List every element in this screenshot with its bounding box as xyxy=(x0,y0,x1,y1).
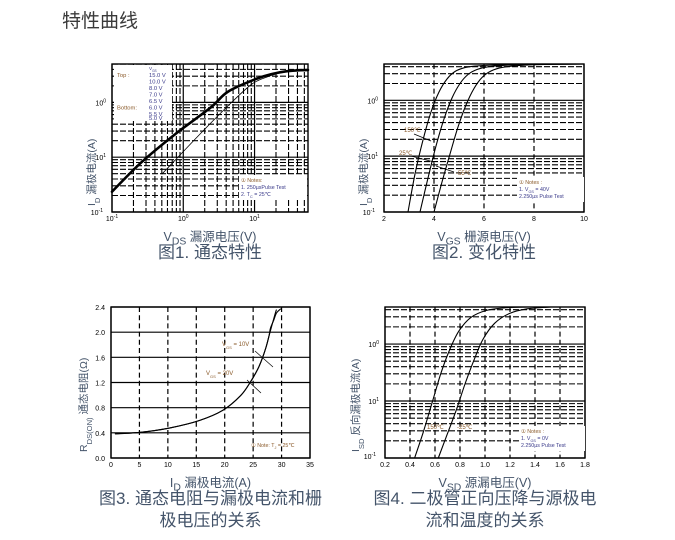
svg-text:1.0: 1.0 xyxy=(480,462,490,469)
svg-text:25℃: 25℃ xyxy=(399,151,413,157)
svg-text:0.2: 0.2 xyxy=(380,462,390,469)
svg-text:10: 10 xyxy=(164,462,172,469)
svg-text:0.8: 0.8 xyxy=(455,462,465,469)
svg-text:ID 漏极电流(A): ID 漏极电流(A) xyxy=(85,139,102,206)
svg-text:15: 15 xyxy=(192,462,200,469)
svg-text:1. 250µsPulse Test: 1. 250µsPulse Test xyxy=(241,185,286,191)
svg-text:7.0 V: 7.0 V xyxy=(149,93,163,99)
svg-text:25: 25 xyxy=(249,462,257,469)
svg-text:10.0 V: 10.0 V xyxy=(149,80,166,86)
svg-text:35: 35 xyxy=(306,462,314,469)
svg-text:4: 4 xyxy=(432,216,436,223)
svg-text:1.2: 1.2 xyxy=(505,462,515,469)
svg-text:150℃: 150℃ xyxy=(404,128,421,134)
svg-text:101: 101 xyxy=(249,214,260,223)
svg-text:10: 10 xyxy=(580,216,588,223)
svg-text:-25℃: -25℃ xyxy=(457,425,473,431)
svg-text:2. TC = 25℃: 2. TC = 25℃ xyxy=(241,192,271,199)
svg-text:ID 漏极电流(A): ID 漏极电流(A) xyxy=(357,139,374,206)
svg-text:-55℃: -55℃ xyxy=(456,171,472,177)
svg-text:30: 30 xyxy=(278,462,286,469)
svg-text:VGS = 10V: VGS = 10V xyxy=(222,342,249,350)
svg-text:1.4: 1.4 xyxy=(530,462,540,469)
svg-text:10-1: 10-1 xyxy=(106,214,118,223)
svg-text:0.4: 0.4 xyxy=(405,462,415,469)
svg-text:1. VGS = 40V: 1. VGS = 40V xyxy=(519,187,550,194)
svg-text:VGS = 20V: VGS = 20V xyxy=(206,371,233,379)
svg-text:8: 8 xyxy=(532,216,536,223)
svg-text:5.0 V: 5.0 V xyxy=(149,116,163,122)
svg-text:0.6: 0.6 xyxy=(430,462,440,469)
svg-text:100: 100 xyxy=(178,214,189,223)
svg-text:0: 0 xyxy=(109,462,113,469)
svg-text:① Note: TJ = 25℃: ① Note: TJ = 25℃ xyxy=(251,443,294,450)
svg-text:5: 5 xyxy=(137,462,141,469)
svg-text:8.0 V: 8.0 V xyxy=(149,86,163,92)
svg-text:① Notes :: ① Notes : xyxy=(521,429,544,435)
svg-text:1. VGS = 0V: 1. VGS = 0V xyxy=(521,436,549,443)
svg-text:6.0 V: 6.0 V xyxy=(149,106,163,112)
svg-text:100: 100 xyxy=(368,340,379,349)
svg-text:15.0 V: 15.0 V xyxy=(149,73,166,79)
svg-text:RDS(ON) 通态电阻(Ω): RDS(ON) 通态电阻(Ω) xyxy=(77,358,94,452)
svg-text:2.250µs Pulse Test: 2.250µs Pulse Test xyxy=(521,443,566,449)
svg-text:101: 101 xyxy=(368,397,379,406)
svg-text:1.8: 1.8 xyxy=(580,462,590,469)
svg-text:① Notes :: ① Notes : xyxy=(519,180,542,186)
svg-text:Bottom:: Bottom: xyxy=(117,106,137,112)
svg-text:2: 2 xyxy=(382,216,386,223)
svg-text:6.5 V: 6.5 V xyxy=(149,99,163,105)
svg-text:2.250µs Pulse Test: 2.250µs Pulse Test xyxy=(519,194,564,200)
svg-text:ISD 反向漏极电流(A): ISD 反向漏极电流(A) xyxy=(349,359,366,452)
svg-text:150℃: 150℃ xyxy=(427,425,444,431)
svg-text:6: 6 xyxy=(482,216,486,223)
svg-text:20: 20 xyxy=(221,462,229,469)
svg-text:1.6: 1.6 xyxy=(555,462,565,469)
svg-text:Top :: Top : xyxy=(117,73,130,79)
svg-text:① Notes:: ① Notes: xyxy=(241,178,263,184)
